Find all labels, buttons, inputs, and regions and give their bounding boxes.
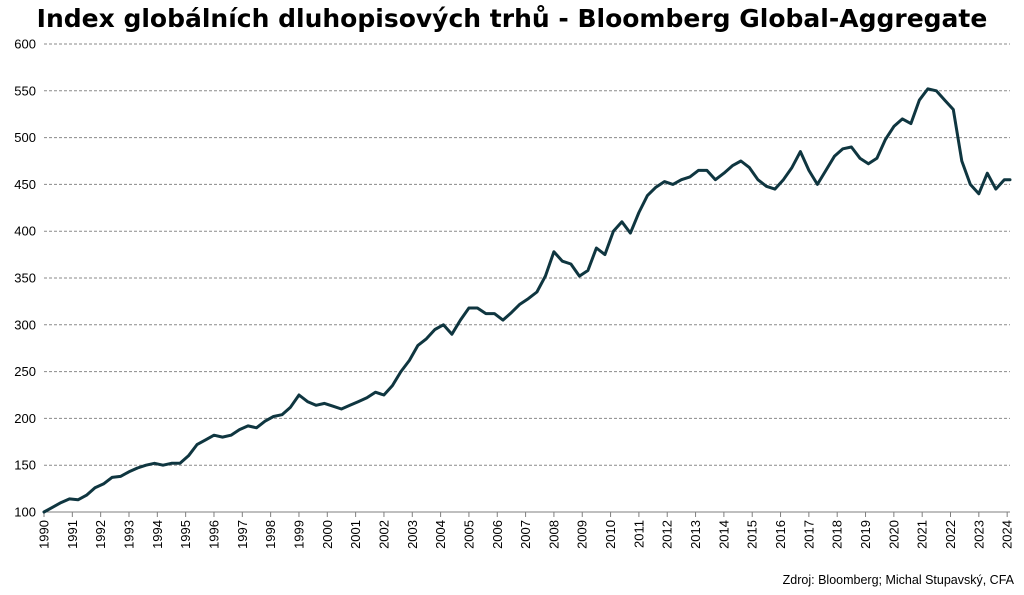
- y-tick-label: 200: [14, 411, 36, 426]
- x-tick-label: 1996: [206, 520, 221, 549]
- x-tick-label: 2013: [688, 520, 703, 549]
- x-tick-label: 2005: [461, 520, 476, 549]
- series-line: [42, 87, 1012, 514]
- x-tick-label: 2010: [603, 520, 618, 549]
- x-tick-label: 2001: [348, 520, 363, 549]
- x-tick-label: 2011: [631, 520, 646, 548]
- x-tick-label: 2017: [801, 520, 816, 549]
- y-tick-label: 450: [14, 177, 36, 192]
- x-tick-label: 2004: [433, 520, 448, 549]
- x-tick-label: 2022: [943, 520, 958, 549]
- y-tick-label: 500: [14, 130, 36, 145]
- x-tick-label: 1998: [263, 520, 278, 549]
- chart-title: Index globálních dluhopisových trhů - Bl…: [36, 4, 988, 33]
- x-tick-label: 2012: [660, 520, 675, 549]
- gridlines: [44, 43, 1010, 466]
- x-tick-label: 2006: [490, 520, 505, 549]
- x-tick-label: 1990: [37, 520, 52, 549]
- x-tick-label: 2020: [886, 520, 901, 549]
- x-tick-label: 2009: [575, 520, 590, 549]
- x-tick-label: 2008: [546, 520, 561, 549]
- x-tick-label: 2023: [971, 520, 986, 549]
- x-tick-label: 1993: [121, 520, 136, 549]
- x-tick-label: 2024: [1000, 520, 1015, 549]
- x-tick-label: 2021: [915, 520, 930, 549]
- y-tick-label: 300: [14, 317, 36, 332]
- y-tick-label: 550: [14, 83, 36, 98]
- x-tick-label: 2014: [716, 520, 731, 549]
- x-tick-label: 2002: [376, 520, 391, 549]
- y-tick-label: 250: [14, 364, 36, 379]
- x-tick-label: 1994: [150, 520, 165, 549]
- x-tick-label: 2016: [773, 520, 788, 549]
- x-tick-label: 1992: [93, 520, 108, 549]
- x-tick-label: 2015: [745, 520, 760, 549]
- x-tick-label: 2003: [405, 520, 420, 549]
- x-tick-label: 2018: [830, 520, 845, 549]
- x-axis-tick-labels: 1990 1991 1992 1993 1994 1995 1996 1997 1998 1999…: [37, 520, 1015, 549]
- x-tick-label: 2000: [320, 520, 335, 549]
- y-tick-label: 350: [14, 271, 36, 286]
- x-tick-label: 1997: [235, 520, 250, 549]
- x-tick-label: 1995: [178, 520, 193, 549]
- x-tick-label: 1991: [65, 520, 80, 549]
- x-tick-label: 2007: [518, 520, 533, 549]
- y-axis-tick-labels: 100 150 200 250 300 350 400 450 500 550 600: [14, 37, 36, 520]
- source-note: Zdroj: Bloomberg; Michal Stupavský, CFA: [782, 573, 1014, 587]
- y-tick-label: 150: [14, 458, 36, 473]
- axes: [43, 511, 1010, 517]
- x-tick-label: 2019: [858, 520, 873, 549]
- y-tick-label: 100: [14, 505, 36, 520]
- y-tick-label: 600: [14, 37, 36, 52]
- x-tick-label: 1999: [291, 520, 306, 549]
- y-tick-label: 400: [14, 224, 36, 239]
- series-group: [42, 87, 1012, 514]
